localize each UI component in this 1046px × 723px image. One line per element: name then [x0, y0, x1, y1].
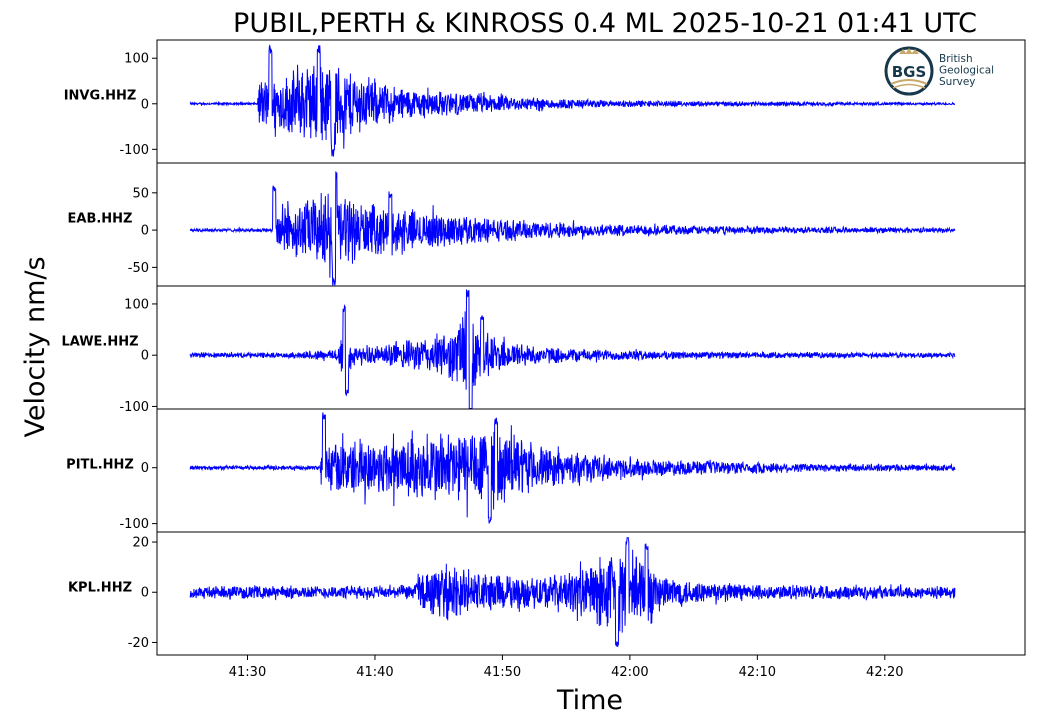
x-tick-label: 41:30: [229, 665, 266, 680]
x-tick-label: 42:10: [739, 665, 776, 680]
y-tick-label: -50: [128, 261, 149, 276]
logo-mark: BGS: [892, 63, 927, 81]
y-tick-label: 0: [141, 97, 149, 112]
trace-panel: 50 0 -50 EAB.HHZ: [68, 162, 1026, 287]
y-tick-label: -100: [119, 400, 149, 415]
trace-panel: 100 0 -100 INVG.HHZ: [64, 39, 1026, 164]
waveform-trace: [189, 289, 956, 409]
waveform-trace: [189, 536, 956, 647]
waveform-trace: [189, 44, 956, 157]
trace-panel: 100 0 -100 LAWE.HHZ: [61, 285, 1026, 415]
logo-wave: [892, 83, 926, 89]
logo-text-line: Geological: [939, 65, 994, 77]
y-tick-label: 0: [141, 349, 149, 364]
waveform-trace: [189, 171, 956, 286]
y-tick-label: 100: [124, 52, 149, 67]
y-tick-label: 0: [141, 461, 149, 476]
logo-text-line: British: [939, 53, 973, 65]
trace-panel: 0 -100 PITL.HHZ: [66, 408, 1026, 533]
trace-panels: 100 0 -100 INVG.HHZ 50 0 -50 EAB.HHZ 100 0 -100 LAW…: [61, 39, 1026, 656]
x-axis-label: Time: [556, 685, 623, 716]
time-axis: 41:30 41:40 41:50 42:00 42:10 42:20: [229, 655, 904, 680]
y-axis-label: Velocity nm/s: [20, 256, 51, 437]
waveform-trace: [189, 412, 956, 524]
chart-title: PUBIL,PERTH & KINROSS 0.4 ML 2025-10-21 …: [233, 8, 977, 39]
y-tick-label: 0: [141, 586, 149, 601]
x-tick-label: 42:20: [866, 665, 903, 680]
y-tick-label: -20: [128, 636, 149, 651]
y-tick-label: -100: [119, 143, 149, 158]
station-label: KPL.HHZ: [68, 581, 132, 596]
station-label: PITL.HHZ: [66, 458, 134, 473]
logo-text-line: Survey: [939, 76, 976, 88]
panel-frame: [156, 408, 1026, 533]
y-tick-label: 20: [132, 536, 149, 551]
y-tick-label: 0: [141, 224, 149, 239]
trace-panel: 20 0 -20 KPL.HHZ: [68, 531, 1026, 656]
station-label: EAB.HHZ: [68, 212, 133, 227]
x-tick-label: 41:50: [484, 665, 521, 680]
logo-wave: [890, 79, 928, 85]
y-tick-label: -100: [119, 517, 149, 532]
panel-frame: [156, 531, 1026, 656]
x-tick-label: 42:00: [611, 665, 648, 680]
y-tick-label: 100: [124, 297, 149, 312]
y-tick-label: 50: [132, 186, 149, 201]
station-label: LAWE.HHZ: [61, 335, 138, 350]
x-tick-label: 41:40: [356, 665, 393, 680]
crown-icon: [899, 48, 919, 54]
panel-frame: [156, 285, 1026, 410]
station-label: INVG.HHZ: [64, 89, 137, 104]
